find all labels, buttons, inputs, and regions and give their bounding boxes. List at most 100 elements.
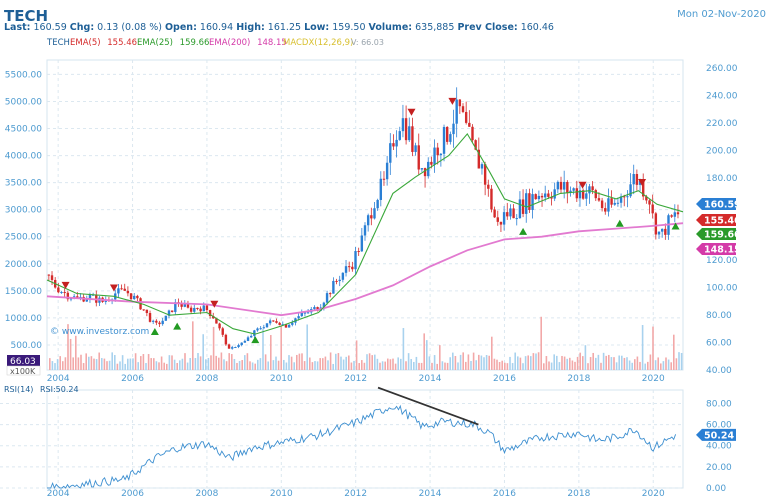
candle-body bbox=[509, 208, 512, 217]
volume-bar bbox=[184, 353, 186, 370]
volume-bar bbox=[517, 356, 519, 370]
left-tick-label: 1500.00 bbox=[5, 287, 42, 297]
volume-bar bbox=[584, 345, 587, 370]
volume-bar bbox=[189, 358, 191, 370]
candle-body bbox=[338, 279, 341, 282]
rsi-value-tag bbox=[696, 428, 736, 441]
sell-signal-marker bbox=[210, 300, 219, 308]
volume-bar bbox=[150, 358, 152, 370]
candlesticks bbox=[47, 87, 680, 350]
volume-bar bbox=[166, 363, 168, 370]
volume-bar bbox=[132, 358, 134, 370]
candle-body bbox=[170, 310, 174, 312]
candle-body bbox=[607, 198, 610, 212]
candle-body bbox=[291, 322, 294, 325]
volume-bar bbox=[553, 354, 555, 370]
volume-bar bbox=[194, 358, 197, 370]
volume-bar bbox=[129, 358, 132, 370]
volume-bar bbox=[251, 362, 254, 370]
volume-bar bbox=[626, 357, 628, 370]
volume-bar bbox=[345, 356, 347, 370]
candle-body bbox=[142, 309, 145, 311]
candle-body bbox=[404, 118, 408, 141]
volume-bar bbox=[485, 354, 488, 370]
legend-ema200-value: 148.15 bbox=[257, 38, 287, 48]
candle-body bbox=[120, 288, 123, 290]
volume-bar bbox=[400, 358, 402, 370]
candle-body bbox=[332, 280, 335, 294]
candle-body bbox=[408, 126, 411, 141]
volume-bar bbox=[610, 357, 613, 370]
volume-bar bbox=[207, 357, 210, 370]
volume-bar bbox=[220, 352, 223, 370]
buy-signal-marker bbox=[671, 222, 680, 230]
candle-body bbox=[490, 188, 493, 210]
rsi-x-tick-label: 2010 bbox=[270, 489, 293, 499]
volume-bar bbox=[64, 357, 67, 370]
candle-body bbox=[325, 293, 329, 303]
candle-body bbox=[461, 106, 465, 112]
candle-body bbox=[104, 300, 107, 302]
x-tick-label: 2014 bbox=[419, 374, 442, 384]
volume-bar bbox=[225, 361, 228, 370]
last-label: Last: bbox=[4, 22, 31, 33]
volume-bar bbox=[90, 356, 93, 370]
volume-bar bbox=[119, 361, 121, 370]
legend-ema5: EMA(5) 155.46 bbox=[70, 38, 137, 48]
volume-bar bbox=[444, 362, 446, 370]
candle-body bbox=[193, 307, 196, 312]
volume-bar bbox=[311, 362, 314, 370]
candle-body bbox=[635, 174, 639, 185]
volume-bar bbox=[647, 361, 649, 370]
volume-bar bbox=[124, 363, 126, 370]
candle-body bbox=[66, 292, 70, 300]
candle-body bbox=[502, 212, 506, 225]
x-tick-label: 2018 bbox=[567, 374, 590, 384]
volume-bar bbox=[101, 358, 103, 370]
volume-bar bbox=[314, 361, 316, 370]
left-tick-label: 4500.00 bbox=[5, 125, 42, 135]
volume-bar bbox=[327, 360, 329, 370]
volume-bar bbox=[589, 357, 592, 370]
volume-bar bbox=[296, 354, 298, 370]
volume-bars bbox=[49, 316, 683, 370]
volume-bar bbox=[381, 361, 384, 370]
buy-signal-marker bbox=[150, 328, 159, 336]
volume-bar bbox=[561, 355, 563, 370]
candle-body bbox=[471, 126, 474, 141]
candle-body bbox=[642, 180, 645, 197]
volume-bar bbox=[498, 362, 501, 370]
volume-bar bbox=[550, 362, 553, 370]
volume-value: 635,885 bbox=[415, 22, 455, 33]
candle-body bbox=[562, 181, 566, 190]
legend-symbol: TECH bbox=[46, 38, 70, 48]
candle-body bbox=[212, 316, 215, 319]
volume-bar bbox=[602, 352, 605, 370]
volume-bar bbox=[527, 355, 529, 370]
volume-bar bbox=[283, 359, 285, 370]
volume-bar bbox=[402, 328, 405, 370]
candle-body bbox=[259, 328, 262, 330]
candle-body bbox=[133, 295, 136, 300]
candle-body bbox=[449, 134, 452, 142]
volume-bar bbox=[530, 356, 532, 370]
volume-box-value: 66.03 bbox=[10, 357, 36, 367]
candle-body bbox=[670, 215, 673, 217]
candle-body bbox=[161, 320, 164, 325]
volume-bar bbox=[454, 356, 457, 370]
candle-body bbox=[91, 294, 95, 296]
volume-bar bbox=[163, 362, 165, 370]
quote-line: Last: 160.59 Chg: 0.13 (0.08 %) Open: 16… bbox=[4, 22, 554, 33]
volume-bar bbox=[613, 357, 615, 370]
candle-body bbox=[199, 308, 202, 312]
watermark: © www.investorz.com bbox=[50, 327, 149, 337]
volume-bar bbox=[433, 355, 436, 370]
volume-bar bbox=[379, 362, 381, 370]
candle-body bbox=[303, 312, 307, 314]
candle-body bbox=[366, 215, 370, 226]
candle-body bbox=[483, 164, 487, 185]
legend-volume-value: 66.03 bbox=[361, 38, 384, 47]
right-tick-label: 220.00 bbox=[706, 119, 738, 129]
candle-body bbox=[436, 147, 439, 156]
